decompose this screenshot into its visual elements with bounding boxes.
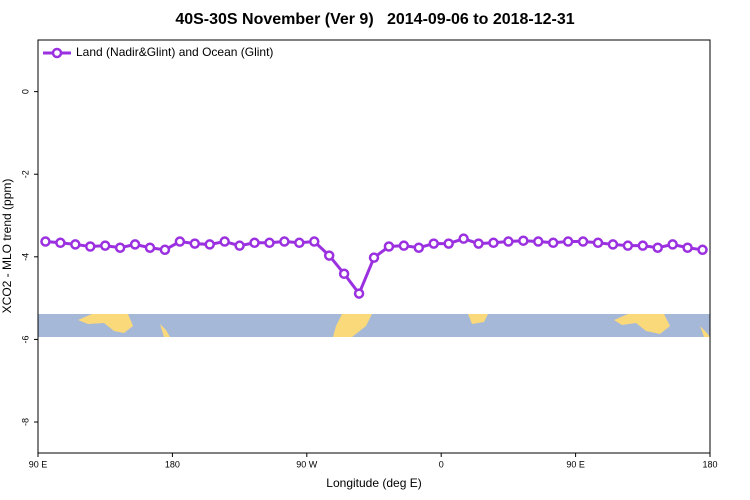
data-point — [473, 238, 484, 249]
y-tick-label: -8 — [20, 418, 30, 426]
data-point — [174, 236, 186, 247]
y-axis-label: XCO2 - MLO trend (ppm) — [0, 179, 14, 314]
x-tick-label: 90 E — [29, 459, 48, 469]
data-point — [562, 236, 574, 247]
data-point — [488, 237, 499, 249]
series-line — [45, 237, 703, 297]
data-point — [697, 244, 708, 256]
ocean-band — [38, 314, 710, 337]
data-point — [249, 237, 260, 249]
data-point — [338, 268, 350, 280]
data-point — [503, 236, 514, 247]
data-point — [323, 250, 335, 261]
data-point — [398, 240, 410, 251]
data-point — [279, 236, 290, 247]
land — [614, 314, 670, 334]
land — [160, 324, 170, 337]
x-tick-label: 180 — [165, 459, 180, 469]
y-tick-label: 0 — [20, 89, 30, 94]
land — [468, 314, 488, 324]
x-tick-label: 90 E — [566, 459, 585, 469]
data-point — [189, 238, 201, 249]
data-point — [70, 239, 81, 250]
x-tick-label: 90 W — [296, 459, 318, 469]
data-point — [667, 239, 678, 250]
plot-frame — [37, 39, 711, 454]
land — [78, 314, 133, 333]
data-point — [294, 237, 305, 249]
data-point — [264, 237, 275, 249]
y-tick-label: -2 — [20, 170, 30, 178]
data-point — [85, 241, 96, 252]
map-strip — [38, 314, 710, 337]
x-tick-label: 0 — [439, 459, 444, 469]
data-point — [353, 288, 365, 299]
data-point — [622, 240, 634, 251]
legend-marker — [51, 47, 63, 59]
data-point — [547, 237, 559, 249]
data-point — [114, 242, 126, 253]
data-point — [383, 241, 395, 252]
data-point — [234, 240, 245, 251]
data-point — [368, 252, 380, 263]
data-point — [592, 237, 604, 249]
data-point — [577, 236, 589, 247]
data-point — [518, 235, 529, 246]
data-point — [159, 244, 171, 256]
data-point — [682, 242, 693, 253]
data-point — [652, 242, 663, 253]
data-point — [443, 238, 454, 249]
data-point — [533, 236, 544, 247]
legend-label: Land (Nadir&Glint) and Ocean (Glint) — [76, 45, 273, 59]
land — [333, 314, 372, 337]
data-point — [309, 236, 320, 247]
data-point — [607, 239, 619, 250]
data-point — [55, 237, 66, 249]
x-tick-label: 180 — [702, 459, 717, 469]
data-point — [428, 238, 439, 249]
data-point — [219, 236, 230, 247]
data-point — [204, 239, 215, 250]
data-point — [40, 236, 51, 247]
y-tick-label: -6 — [20, 335, 30, 343]
land — [700, 326, 710, 337]
x-axis-label: Longitude (deg E) — [326, 476, 421, 490]
chart-title: 40S-30S November (Ver 9) 2014-09-06 to 2… — [175, 11, 574, 28]
data-point — [99, 240, 111, 251]
y-tick-label: -4 — [20, 253, 30, 261]
data-point — [129, 239, 141, 250]
data-point — [413, 242, 425, 253]
data-point — [637, 240, 649, 251]
data-point — [144, 242, 156, 253]
data-point — [458, 233, 469, 244]
